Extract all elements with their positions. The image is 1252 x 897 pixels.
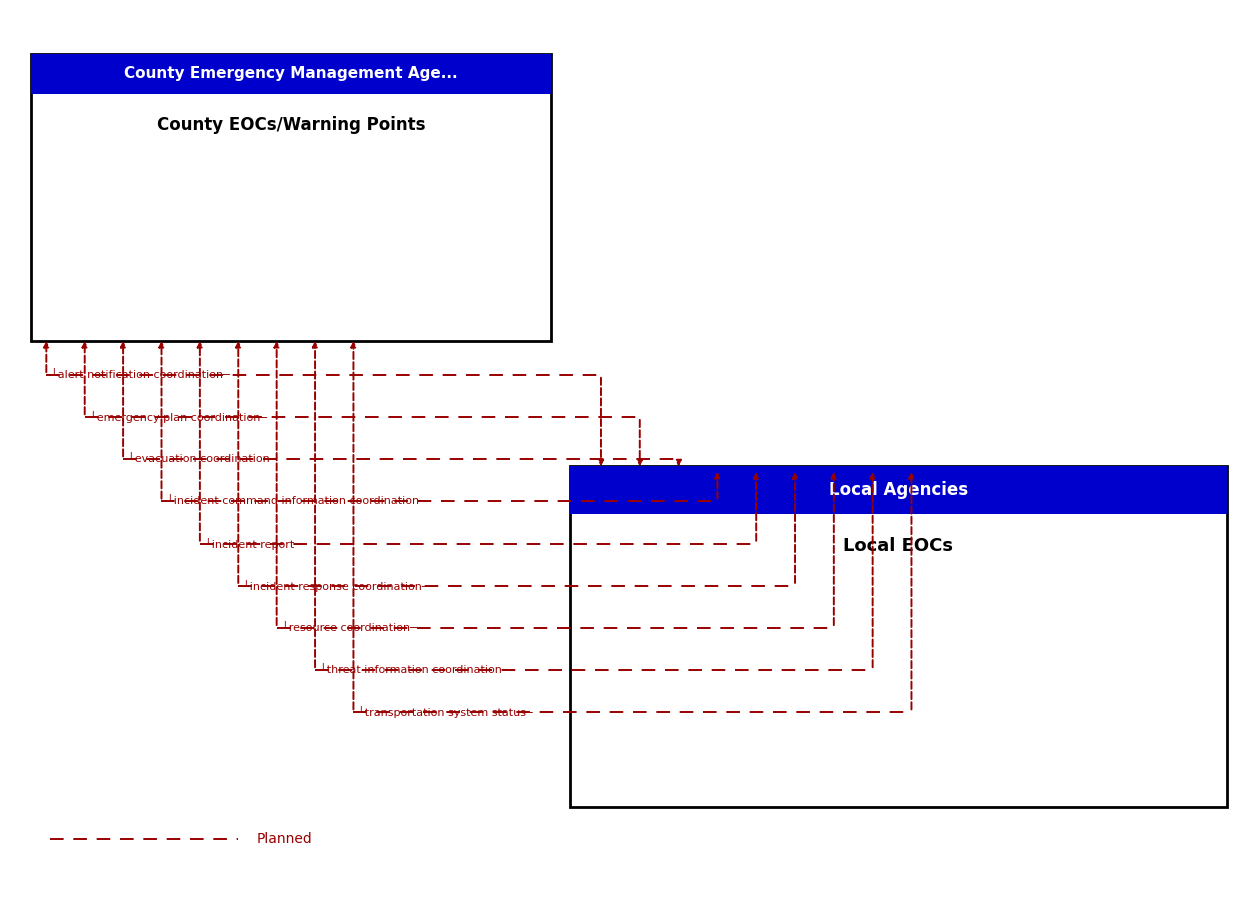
Text: └incident command information coordination─: └incident command information coordinati… bbox=[167, 496, 426, 507]
Text: Local Agencies: Local Agencies bbox=[829, 482, 968, 500]
Text: └emergency plan coordination─: └emergency plan coordination─ bbox=[90, 411, 267, 423]
Text: └resource coordination─: └resource coordination─ bbox=[282, 623, 417, 633]
Text: County Emergency Management Age...: County Emergency Management Age... bbox=[124, 66, 458, 82]
Text: └threat information coordination─: └threat information coordination─ bbox=[321, 665, 508, 675]
Text: County EOCs/Warning Points: County EOCs/Warning Points bbox=[156, 117, 426, 135]
Text: Planned: Planned bbox=[257, 832, 313, 846]
Text: Local EOCs: Local EOCs bbox=[844, 536, 953, 554]
Text: └incident response coordination─: └incident response coordination─ bbox=[243, 579, 429, 592]
Text: └incident report─: └incident report─ bbox=[205, 537, 300, 550]
Bar bbox=[570, 466, 1227, 514]
Bar bbox=[31, 54, 551, 94]
Bar bbox=[31, 54, 551, 341]
Bar bbox=[570, 466, 1227, 807]
Text: └transportation system status─: └transportation system status─ bbox=[358, 706, 533, 718]
Text: └alert notification coordination─: └alert notification coordination─ bbox=[51, 370, 230, 380]
Text: └evacuation coordination─: └evacuation coordination─ bbox=[128, 454, 277, 465]
